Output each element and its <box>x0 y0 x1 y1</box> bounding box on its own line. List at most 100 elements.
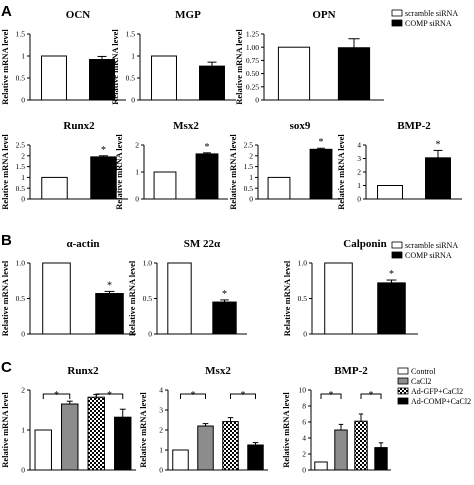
y-tick-label: 0 <box>21 330 25 339</box>
bar <box>309 148 333 200</box>
bar <box>87 396 105 471</box>
bar <box>377 282 406 335</box>
significance-star: * <box>241 390 246 401</box>
bar <box>41 176 68 200</box>
chart-12: Msx2 Relative mRNA level 0 1 2 3 4 * * <box>138 365 268 475</box>
chart-title: OPN <box>312 9 335 21</box>
bar <box>199 65 225 101</box>
chart-7: BMP-2 Relative mRNA level 0 1 2 3 4 * <box>336 120 462 210</box>
y-tick-label: 1 <box>249 173 253 182</box>
bar <box>95 293 124 335</box>
bar <box>267 176 291 200</box>
bar <box>172 449 189 471</box>
significance-star: * <box>389 269 394 280</box>
y-tick-label: 4 <box>302 434 306 443</box>
chart-11: Runx2 Relative mRNA level 0 1 2 * * <box>0 365 136 475</box>
chart-9: SM 22α Relative mRNA level 0 0.5 1.0 * <box>127 238 247 339</box>
y-axis-label: Relative mRNA level <box>282 260 292 336</box>
legend-label: COMP siRNA <box>405 19 452 28</box>
y-axis-label: Relative mRNA level <box>110 29 120 105</box>
chart-title: Runx2 <box>67 365 99 377</box>
y-tick-label: 8 <box>302 402 306 411</box>
y-tick-label: 1.0 <box>143 259 153 268</box>
panel-label-c: C <box>1 359 12 376</box>
legend-label: scramble siRNA <box>405 9 458 18</box>
y-tick-label: 3 <box>159 406 163 415</box>
y-tick-label: 1.00 <box>246 43 259 52</box>
chart-title: Calponin <box>343 238 386 250</box>
chart-title: MGP <box>175 9 201 21</box>
y-tick-label: 2 <box>357 168 361 177</box>
y-axis-label: Relative mRNA level <box>336 134 346 210</box>
y-tick-label: 1.5 <box>126 30 136 39</box>
bar <box>90 156 117 200</box>
y-tick-label: 1 <box>21 173 25 182</box>
chart-title: Msx2 <box>205 365 231 377</box>
significance-star: * <box>107 390 112 401</box>
legend-swatch <box>397 377 409 385</box>
bar <box>197 425 214 471</box>
significance-bracket <box>95 393 124 399</box>
y-tick-label: 1.25 <box>246 30 259 39</box>
chart-8: α-actin Relative mRNA level 0 0.5 1.0 * <box>0 238 136 339</box>
y-tick-label: 0 <box>159 466 163 475</box>
y-axis-label: Relative mRNA level <box>138 392 148 468</box>
chart-5: Msx2 Relative mRNA level 0 1 2 * <box>114 120 228 210</box>
y-tick-label: 1 <box>135 168 139 177</box>
bar <box>247 444 264 471</box>
legend-label: Ad-COMP+CaCl2 <box>411 397 471 406</box>
legend-swatch <box>397 367 409 375</box>
significance-star: * <box>319 137 324 148</box>
y-axis-label: Relative mRNA level <box>0 134 10 210</box>
y-tick-label: 0 <box>303 330 307 339</box>
y-tick-label: 0.5 <box>126 74 136 83</box>
y-tick-label: 0 <box>131 96 135 105</box>
bar <box>314 461 328 471</box>
y-tick-label: 2.5 <box>244 141 254 150</box>
y-axis-label: Relative mRNA level <box>234 29 244 105</box>
legend-swatch <box>391 19 403 27</box>
y-tick-label: 0 <box>21 96 25 105</box>
y-tick-label: 1.5 <box>16 162 26 171</box>
legend-swatch <box>397 387 409 395</box>
bar <box>374 447 388 471</box>
y-tick-label: 0.5 <box>16 74 26 83</box>
legend-label: CaCl2 <box>411 377 431 386</box>
y-tick-label: 0 <box>148 330 152 339</box>
significance-bracket <box>180 393 206 399</box>
y-axis-label: Relative mRNA level <box>0 260 10 336</box>
y-tick-label: 1.0 <box>298 259 308 268</box>
y-tick-label: 1.5 <box>16 30 26 39</box>
bar <box>153 171 177 200</box>
y-axis-label: Relative mRNA level <box>127 260 137 336</box>
y-tick-label: 2 <box>302 450 306 459</box>
y-tick-label: 0 <box>21 466 25 475</box>
y-tick-label: 0 <box>249 195 253 204</box>
y-tick-label: 2 <box>249 151 253 160</box>
significance-bracket <box>42 393 71 399</box>
y-tick-label: 2 <box>159 426 163 435</box>
bar <box>425 157 451 200</box>
chart-13: BMP-2 Relative mRNA level 0 2 4 6 8 10 * * Control… <box>281 365 471 475</box>
y-tick-label: 2.5 <box>16 141 26 150</box>
bar <box>167 262 192 335</box>
bar <box>277 46 311 101</box>
chart-4: Runx2 Relative mRNA level 0 0.5 1 1.5 22.5 * <box>0 120 128 210</box>
y-tick-label: 1.5 <box>244 162 254 171</box>
bar <box>354 420 368 471</box>
legend-swatch <box>391 251 403 259</box>
bar <box>41 55 67 101</box>
bar <box>324 262 353 335</box>
legend-swatch <box>391 9 403 17</box>
legend-label: COMP siRNA <box>405 251 452 260</box>
significance-star: * <box>205 142 210 153</box>
y-tick-label: 0.75 <box>246 56 259 65</box>
bar <box>334 429 348 471</box>
y-tick-label: 0.5 <box>244 184 254 193</box>
bar <box>151 55 177 101</box>
y-tick-label: 0.5 <box>298 294 308 303</box>
y-tick-label: 0.25 <box>246 82 259 91</box>
significance-star: * <box>191 390 196 401</box>
significance-star: * <box>54 390 59 401</box>
y-tick-label: 1 <box>357 181 361 190</box>
